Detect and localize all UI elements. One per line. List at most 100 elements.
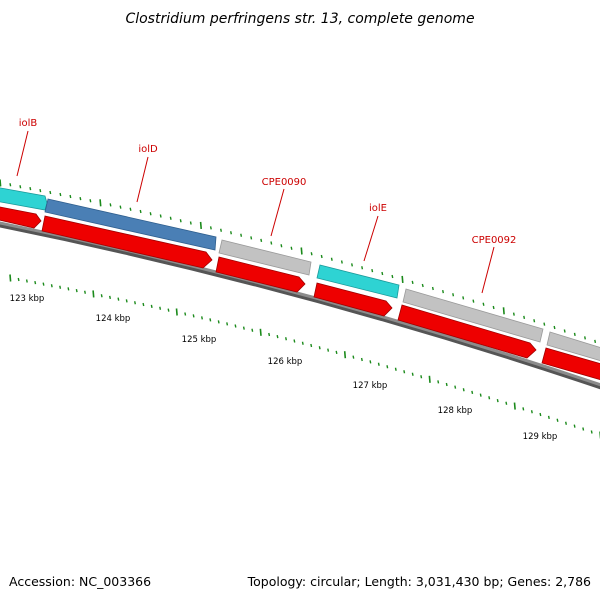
label-leader — [16, 130, 29, 177]
cds-arrow[interactable] — [41, 215, 213, 269]
minor-tick — [159, 214, 162, 218]
minor-tick — [209, 226, 212, 230]
minor-tick — [189, 221, 192, 225]
scale-label: 125 kbp — [182, 335, 217, 345]
minor-tick — [505, 401, 508, 405]
minor-tick — [543, 322, 546, 326]
gene-label-iolE[interactable]: iolE — [369, 203, 387, 214]
scale-label: 123 kbp — [10, 294, 45, 304]
minor-tick — [230, 231, 232, 235]
minor-tick — [403, 370, 406, 374]
gene-label-iolD[interactable]: iolD — [138, 144, 158, 155]
minor-tick — [109, 295, 111, 300]
minor-tick — [184, 312, 187, 316]
minor-tick — [320, 254, 323, 259]
cds-arrow[interactable] — [397, 304, 537, 359]
cds-arrow[interactable] — [313, 282, 393, 317]
minor-tick — [201, 316, 203, 320]
minor-tick — [268, 332, 271, 337]
minor-tick — [533, 319, 536, 323]
minor-tick — [42, 282, 45, 286]
gene-labels: iolB iolD CPE0090 iolE CPE0092 — [16, 118, 517, 294]
label-leader — [270, 188, 285, 237]
minor-tick — [234, 324, 237, 328]
minor-tick — [19, 185, 22, 189]
minor-tick — [179, 219, 182, 223]
minor-tick — [352, 355, 355, 359]
minor-tick — [129, 207, 132, 211]
minor-tick — [301, 341, 304, 345]
minor-tick — [437, 380, 440, 384]
minor-tick — [381, 271, 384, 276]
scale-label: 126 kbp — [268, 357, 303, 367]
minor-tick — [220, 228, 222, 232]
minor-tick — [386, 365, 389, 369]
gene-label-iolB[interactable]: iolB — [19, 118, 38, 129]
gene-iolD-arrow[interactable] — [44, 198, 217, 251]
major-tick — [401, 275, 404, 283]
forward-strand-genes — [0, 187, 600, 362]
minor-tick — [209, 318, 212, 322]
minor-tick — [169, 216, 172, 220]
minor-tick — [69, 194, 72, 199]
minor-tick — [488, 396, 491, 400]
minor-tick — [553, 325, 556, 330]
minor-tick — [512, 312, 515, 316]
minor-tick — [150, 304, 153, 309]
minor-tick — [125, 299, 128, 303]
minor-tick — [482, 302, 485, 306]
minor-tick — [360, 357, 363, 362]
map-title: Clostridium perfringens str. 13, complet… — [125, 11, 474, 27]
minor-tick — [39, 188, 42, 193]
minor-tick — [251, 328, 254, 332]
minor-tick — [584, 336, 586, 340]
label-leader — [481, 246, 495, 294]
minor-tick — [472, 299, 475, 303]
minor-tick — [377, 362, 380, 366]
minor-tick — [119, 205, 122, 209]
gene-label-CPE0092[interactable]: CPE0092 — [472, 235, 517, 246]
minor-tick — [327, 348, 330, 352]
minor-tick — [371, 268, 374, 273]
label-leader — [363, 215, 379, 262]
cds-arrow[interactable] — [0, 206, 42, 229]
gene-label-CPE0090[interactable]: CPE0090 — [262, 177, 307, 188]
minor-tick — [250, 236, 253, 240]
minor-tick — [100, 294, 103, 298]
major-tick — [92, 290, 95, 298]
major-tick — [300, 247, 303, 255]
minor-tick — [454, 385, 457, 389]
minor-tick — [142, 302, 145, 307]
gene-iolE-arrow[interactable] — [316, 264, 400, 299]
minor-tick — [442, 289, 444, 294]
cds-arrow[interactable] — [541, 347, 600, 381]
minor-tick — [139, 209, 142, 214]
minor-tick — [445, 382, 448, 387]
minor-tick — [431, 286, 434, 291]
minor-tick — [563, 329, 566, 333]
gene-CPE0092-arrow[interactable] — [402, 288, 544, 343]
minor-tick — [285, 337, 287, 341]
minor-tick — [280, 244, 283, 248]
gene-next-arrow[interactable] — [546, 331, 600, 362]
minor-tick — [75, 288, 78, 293]
major-tick — [502, 307, 505, 315]
minor-tick — [335, 350, 338, 355]
minor-tick — [573, 332, 576, 337]
minor-tick — [462, 296, 465, 300]
minor-tick — [573, 424, 576, 428]
scale-tick-marks — [9, 274, 600, 439]
minor-tick — [159, 306, 162, 310]
minor-tick — [25, 279, 28, 283]
minor-tick — [462, 388, 465, 392]
minor-tick — [242, 326, 245, 330]
minor-tick — [149, 212, 152, 216]
minor-tick — [594, 339, 597, 344]
cds-arrow[interactable] — [215, 256, 306, 293]
minor-tick — [167, 308, 170, 312]
major-tick — [259, 328, 262, 336]
minor-tick — [330, 257, 333, 261]
major-tick — [175, 308, 178, 316]
gene-CPE0090-arrow[interactable] — [218, 239, 312, 276]
